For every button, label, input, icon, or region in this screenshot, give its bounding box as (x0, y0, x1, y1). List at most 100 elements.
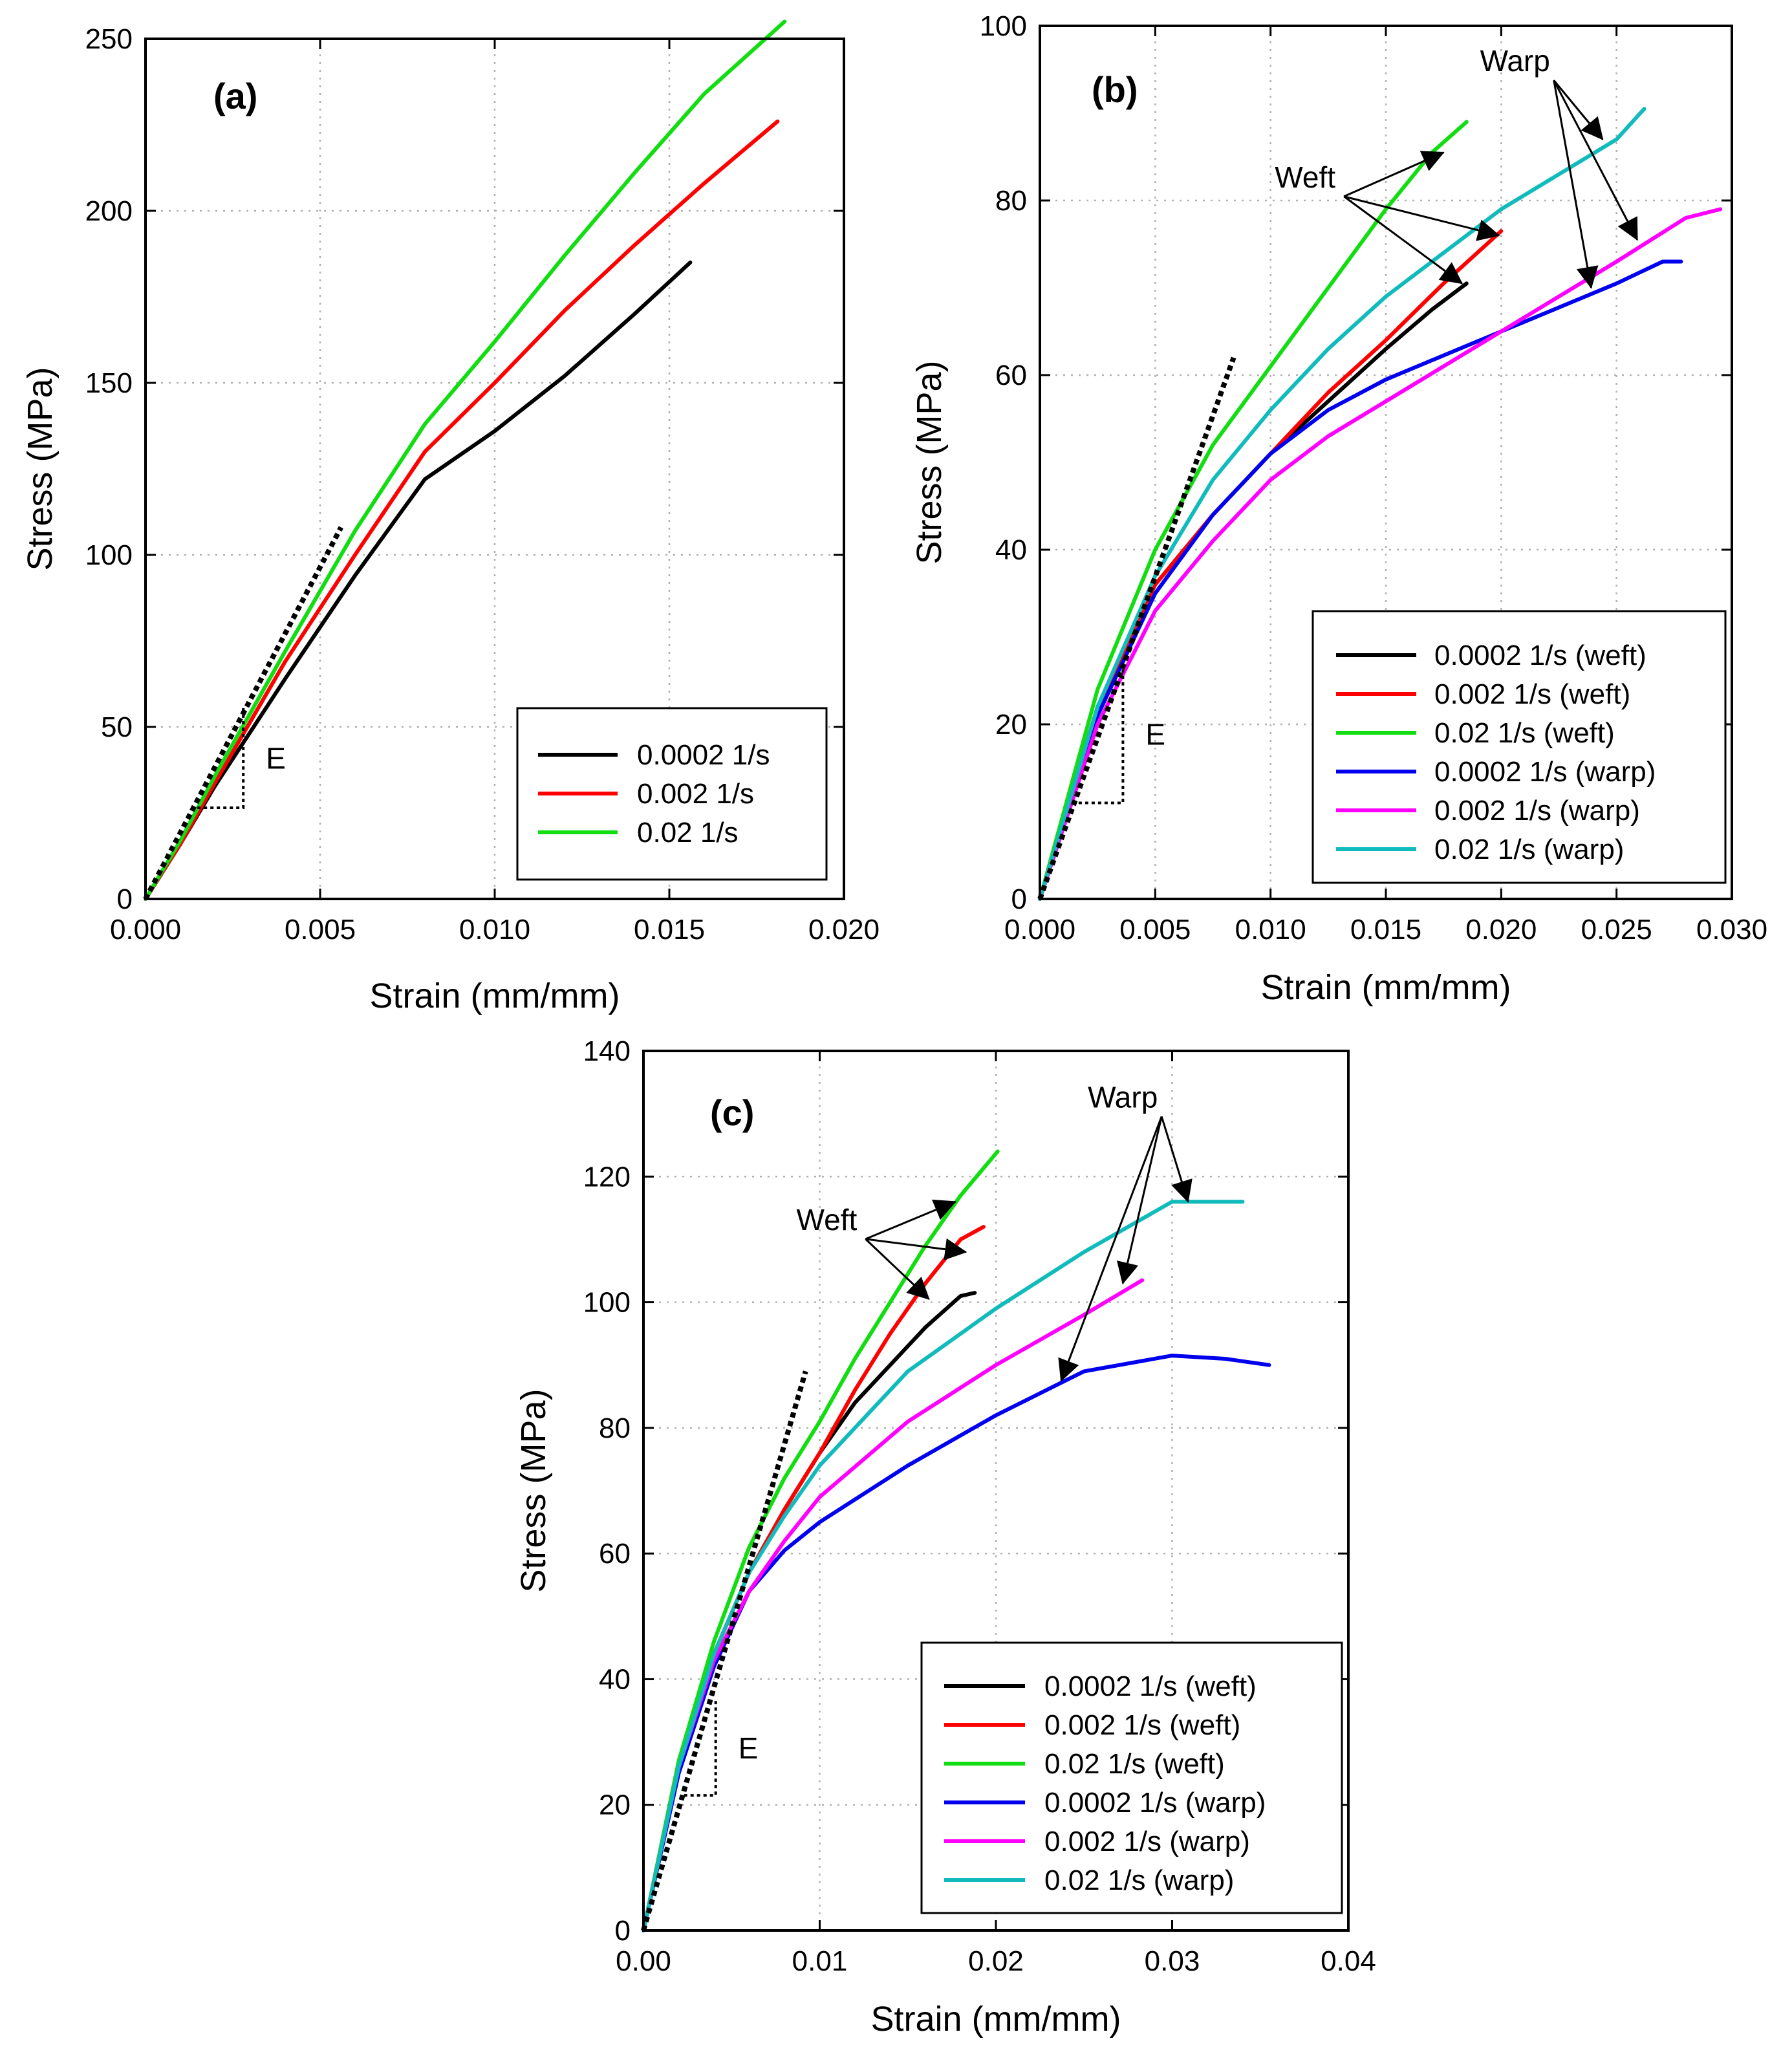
panel-b-label: (b) (1092, 69, 1138, 110)
panel-c-label: (c) (710, 1092, 754, 1133)
x-tick-label: 0.01 (792, 1945, 848, 1977)
annotation-arrow (1058, 1116, 1163, 1382)
panel-a-series (144, 19, 787, 901)
panel-a-legend-label-0: 0.0002 1/s (637, 739, 770, 771)
y-tick-label: 150 (85, 367, 133, 399)
annotation-arrow (865, 1199, 956, 1240)
panel-b-series (1038, 107, 1723, 901)
series-line-green (144, 19, 787, 901)
x-tick-label: 0.000 (110, 914, 181, 946)
annotation-arrow (1343, 195, 1463, 285)
series-line-green (1038, 120, 1469, 901)
panel-c-annotations: E Weft Warp (641, 1080, 1193, 1932)
y-tick-label: 60 (599, 1538, 631, 1570)
y-tick-label: 40 (599, 1663, 631, 1695)
annotation-arrow (865, 1238, 930, 1300)
panel-b: (b) E Weft Warp 0.000 0.005 0.010 0.015 0.020 0… (910, 10, 1767, 1007)
x-tick-label: 0.010 (459, 914, 530, 946)
series-line-cyan (642, 1200, 1245, 1932)
modulus-triangle (191, 706, 245, 809)
x-tick-label: 0.015 (1350, 914, 1421, 946)
x-tick-label: 0.005 (1119, 914, 1191, 946)
y-tick-label: 100 (583, 1287, 631, 1319)
y-tick-label: 0 (117, 883, 133, 915)
series-line-blue (642, 1354, 1271, 1932)
panel-b-legend-label-1: 0.002 1/s (weft) (1434, 678, 1630, 710)
x-tick-label: 0.02 (968, 1945, 1024, 1977)
x-tick-label: 0.005 (285, 914, 356, 946)
modulus-dotted-line (641, 1370, 808, 1932)
y-tick-label: 200 (85, 195, 133, 227)
series-line-magenta (1038, 207, 1723, 901)
panel-b-legend-label-0: 0.0002 1/s (weft) (1434, 640, 1646, 671)
panel-a-label: (a) (213, 76, 257, 116)
annotation-warp: Warp (1088, 1080, 1158, 1114)
y-tick-label: 140 (583, 1035, 631, 1067)
annotation-arrow (1553, 80, 1639, 241)
x-tick-label: 0.030 (1696, 914, 1767, 946)
y-tick-label: 50 (101, 711, 133, 743)
panel-a: (a) E 0.000 0.005 0.010 0.015 0.020 0 50 100 150… (21, 19, 880, 1015)
panel-b-legend-label-4: 0.002 1/s (warp) (1434, 795, 1640, 827)
annotation-arrow (1553, 80, 1599, 289)
modulus-triangle (1072, 663, 1125, 805)
annotation-weft: Weft (1275, 160, 1335, 194)
panel-c-legend-label-1: 0.002 1/s (weft) (1044, 1709, 1240, 1741)
modulus-dotted-line (143, 526, 343, 900)
series-line-green (642, 1149, 1000, 1932)
y-tick-label: 40 (995, 534, 1027, 566)
panel-c-legend-label-0: 0.0002 1/s (weft) (1044, 1670, 1257, 1702)
panel-a-y-axis-title: Stress (MPa) (21, 367, 59, 570)
panel-c-ticks: 0.00 0.01 0.02 0.03 0.04 0 20 40 60 80 100 120 140 (583, 1035, 1376, 1977)
x-tick-label: 0.020 (1465, 914, 1537, 946)
y-tick-label: 100 (980, 10, 1027, 42)
panel-c-legend: 0.0002 1/s (weft) 0.002 1/s (weft) 0.02 … (920, 1641, 1343, 1914)
panel-c-y-axis-title: Stress (MPa) (514, 1389, 553, 1592)
y-tick-label: 80 (599, 1412, 631, 1444)
y-tick-label: 120 (583, 1161, 631, 1193)
panel-c-series (642, 1149, 1271, 1932)
panel-b-y-axis-title: Stress (MPa) (910, 360, 949, 564)
x-tick-label: 0.00 (616, 1945, 671, 1977)
y-tick-label: 100 (85, 539, 133, 571)
x-tick-label: 0.020 (808, 914, 880, 946)
x-tick-label: 0.03 (1145, 1945, 1200, 1977)
modulus-label: E (1145, 718, 1165, 751)
panel-c-legend-label-5: 0.02 1/s (warp) (1044, 1865, 1234, 1896)
modulus-label: E (266, 742, 286, 775)
annotation-warp: Warp (1480, 44, 1550, 78)
panel-c-legend-label-2: 0.02 1/s (weft) (1044, 1748, 1225, 1780)
x-tick-label: 0.04 (1321, 1945, 1376, 1977)
panel-b-legend-label-2: 0.02 1/s (weft) (1434, 717, 1615, 749)
panel-c-legend-label-3: 0.0002 1/s (warp) (1044, 1787, 1266, 1819)
y-tick-label: 20 (995, 709, 1027, 741)
y-tick-label: 0 (1011, 883, 1027, 915)
y-tick-label: 60 (995, 360, 1027, 391)
panel-a-x-axis-title: Strain (mm/mm) (370, 977, 620, 1015)
annotation-arrow (865, 1238, 967, 1260)
x-tick-label: 0.000 (1004, 914, 1075, 946)
annotation-weft: Weft (797, 1203, 858, 1237)
modulus-label: E (739, 1731, 759, 1765)
panel-c-legend-label-4: 0.002 1/s (warp) (1044, 1826, 1250, 1857)
panel-a-legend: 0.0002 1/s 0.002 1/s 0.02 1/s (516, 707, 828, 881)
annotation-arrow (1116, 1116, 1163, 1285)
series-line-red (144, 119, 780, 901)
series-line-cyan (1038, 107, 1646, 901)
annotation-arrow (1160, 1116, 1193, 1203)
panel-c: (c) E Weft Warp 0.00 0.01 0.02 0.03 0.04 0 20 40 6… (514, 1035, 1376, 2038)
panel-a-annotations: E (143, 526, 343, 900)
annotation-arrow (1343, 151, 1445, 198)
x-tick-label: 0.010 (1235, 914, 1306, 946)
x-tick-label: 0.025 (1581, 914, 1652, 946)
y-tick-label: 250 (85, 23, 133, 55)
panel-b-grid (1040, 26, 1732, 899)
panel-a-legend-label-1: 0.002 1/s (637, 778, 754, 810)
panel-a-ticks: 0.000 0.005 0.010 0.015 0.020 0 50 100 150 200 250 (85, 23, 880, 946)
panel-c-x-axis-title: Strain (mm/mm) (871, 2000, 1121, 2038)
panel-b-annotations: E Weft Warp (1037, 44, 1639, 900)
panel-a-legend-label-2: 0.02 1/s (637, 817, 739, 849)
y-tick-label: 0 (615, 1915, 631, 1947)
panel-b-legend: 0.0002 1/s (weft) 0.002 1/s (weft) 0.02 … (1312, 610, 1727, 884)
annotation-arrow (1553, 80, 1604, 140)
